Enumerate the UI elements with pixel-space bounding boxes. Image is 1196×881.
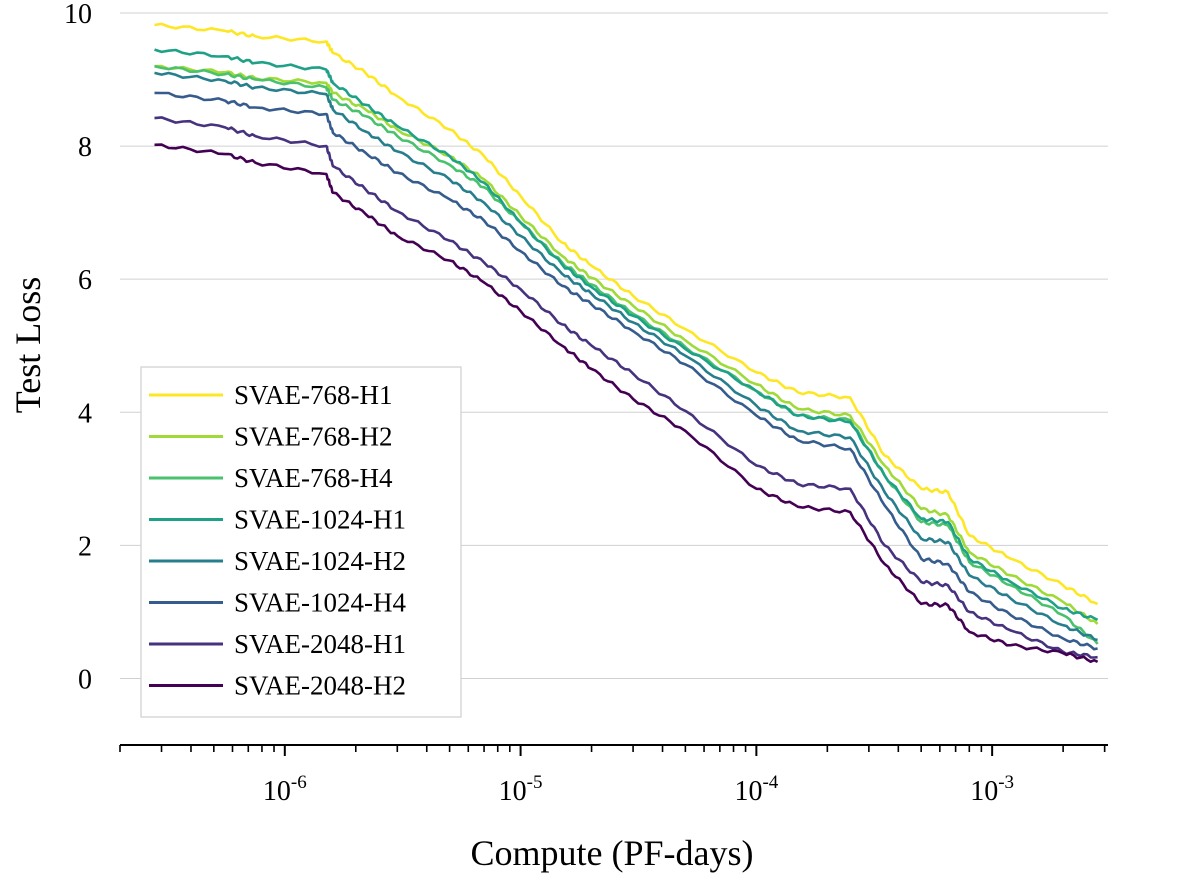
series-line: [154, 48, 1099, 622]
series-lines: [154, 22, 1099, 663]
legend-label: SVAE-1024-H2: [234, 546, 406, 576]
x-tick-label: 10-4: [734, 772, 778, 807]
legend-label: SVAE-1024-H4: [234, 588, 407, 618]
series-line: [154, 71, 1098, 642]
y-tick-label: 0: [78, 664, 92, 695]
legend-label: SVAE-2048-H1: [234, 629, 406, 659]
legend-label: SVAE-768-H2: [234, 422, 393, 452]
y-tick-label: 2: [78, 531, 92, 562]
legend-box: [140, 366, 462, 718]
legend-label: SVAE-2048-H2: [234, 671, 406, 701]
legend-label: SVAE-1024-H1: [234, 505, 406, 535]
series-line: [154, 91, 1098, 651]
series-line: [154, 64, 1099, 625]
y-axis: 0 2 4 6 8 10: [64, 0, 92, 695]
x-tick-label: 10-6: [263, 772, 307, 807]
y-axis-title: Test Loss: [8, 277, 48, 413]
x-axis: 10-6 10-5 10-4 10-3: [119, 744, 1108, 807]
x-axis-title: Compute (PF-days): [471, 833, 754, 873]
legend-label: SVAE-768-H1: [234, 380, 393, 410]
y-tick-label: 8: [78, 132, 92, 163]
series-line: [154, 143, 1099, 663]
y-tick-label: 10: [64, 0, 92, 30]
series-line: [154, 22, 1099, 606]
legend: SVAE-768-H1 SVAE-768-H2 SVAE-768-H4 SVAE-10…: [140, 366, 462, 718]
series-line: [154, 116, 1098, 659]
y-tick-label: 4: [78, 398, 92, 429]
y-tick-label: 6: [78, 265, 92, 296]
x-tick-label: 10-5: [499, 772, 543, 807]
x-tick-label: 10-3: [970, 772, 1014, 807]
legend-label: SVAE-768-H4: [234, 463, 393, 493]
